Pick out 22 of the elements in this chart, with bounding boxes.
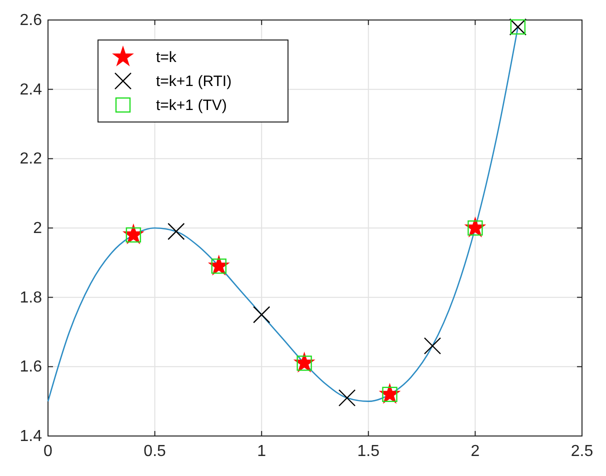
x-tick-label: 2 <box>470 443 480 460</box>
x-tick-label: 0.5 <box>144 443 166 460</box>
point <box>424 337 442 354</box>
point <box>208 256 229 275</box>
legend-label: t=k+1 (RTI) <box>156 73 232 90</box>
y-tick-label: 2 <box>33 220 42 237</box>
x-tick-label: 1 <box>257 443 266 460</box>
y-tick-label: 2.6 <box>20 12 42 29</box>
point <box>338 389 356 406</box>
y-tick-label: 1.4 <box>20 428 42 445</box>
x-tick-label: 1.5 <box>357 443 380 460</box>
point <box>253 306 270 324</box>
x-tick-label: 0 <box>44 443 53 460</box>
point <box>294 352 314 372</box>
y-tick-label: 1.6 <box>20 358 42 376</box>
y-tick-label: 2.2 <box>20 150 42 168</box>
x-tick-label: 2.5 <box>570 443 594 460</box>
y-tick-label: 2.4 <box>20 81 42 98</box>
legend-label: t=k <box>156 49 177 66</box>
legend-label: t=k+1 (TV) <box>156 97 227 114</box>
y-tick-label: 1.8 <box>20 289 42 306</box>
point <box>168 222 185 240</box>
